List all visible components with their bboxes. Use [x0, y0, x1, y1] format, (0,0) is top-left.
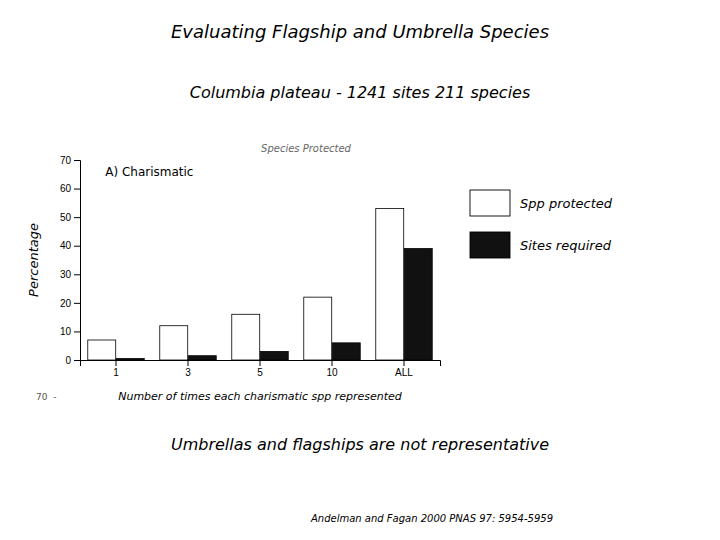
- tick-label: 0: [65, 355, 71, 366]
- tick-label: ALL: [395, 367, 413, 378]
- tick-mark: [404, 360, 405, 366]
- tick-label: 3: [185, 367, 191, 378]
- tick-label: 5: [257, 367, 263, 378]
- bar: [188, 356, 216, 360]
- x-tick: 3: [185, 360, 191, 378]
- y-tick: 10: [60, 326, 80, 337]
- tick-mark: [74, 246, 80, 247]
- bar: [260, 351, 288, 360]
- tick-mark: [74, 160, 80, 161]
- legend-swatch: [470, 190, 510, 216]
- y-tick: 30: [60, 269, 80, 280]
- bar: [116, 359, 144, 360]
- tick-mark: [74, 360, 80, 361]
- y-tick: 50: [60, 212, 80, 223]
- bars: [88, 209, 432, 360]
- legend-label: Spp protected: [520, 196, 613, 211]
- bar: [160, 326, 188, 360]
- tick-label: 50: [60, 212, 72, 223]
- tick-mark: [74, 189, 80, 190]
- tick-mark: [74, 217, 80, 218]
- plot-area: 1 3 5 10 ALL 0 10 20 30 40 50 60 70: [60, 155, 441, 378]
- tick-label: 30: [60, 269, 72, 280]
- x-tick: 10: [326, 360, 338, 378]
- tick-label: 1: [113, 367, 119, 378]
- y-tick: 20: [60, 298, 80, 309]
- tick-label: 20: [60, 298, 72, 309]
- y-tick: 60: [60, 183, 80, 194]
- bar: [376, 209, 404, 360]
- legend-item: Sites required: [470, 232, 612, 258]
- y-axis-title: Percentage: [26, 223, 41, 297]
- bar-series: [88, 209, 404, 360]
- tick-label: 10: [60, 326, 72, 337]
- title: Evaluating Flagship and Umbrella Species: [171, 21, 549, 42]
- tick-mark: [332, 360, 333, 366]
- bar: [232, 314, 260, 360]
- bar: [304, 297, 332, 360]
- x-tick: 5: [257, 360, 263, 378]
- tick-mark: [116, 360, 117, 366]
- tick-mark: [260, 360, 261, 366]
- tick-mark: [74, 331, 80, 332]
- tick-label: 70: [60, 155, 72, 166]
- bar: [332, 343, 360, 360]
- axis-line: [81, 361, 441, 367]
- legend-item: Spp protected: [470, 190, 613, 216]
- tick-mark: [74, 274, 80, 275]
- legend-swatch: [470, 232, 510, 258]
- x-axis: 1 3 5 10 ALL: [81, 360, 441, 378]
- tick-mark: [188, 360, 189, 366]
- y-tick: 0: [65, 355, 80, 366]
- x-tick: 1: [113, 360, 119, 378]
- chart: Evaluating Flagship and Umbrella Species…: [0, 0, 720, 540]
- x-tick: ALL: [395, 360, 413, 378]
- bar: [88, 340, 116, 360]
- bar: [404, 249, 432, 360]
- annotation: A) Charismatic: [105, 165, 193, 179]
- y-axis: 0 10 20 30 40 50 60 70: [60, 155, 81, 366]
- tick-label: 10: [326, 367, 338, 378]
- subtitle: Columbia plateau - 1241 sites 211 specie…: [190, 83, 531, 102]
- annotation: Andelman and Fagan 2000 PNAS 97: 5954-59…: [310, 513, 553, 524]
- tick-label: 60: [60, 183, 72, 194]
- legend: Spp protected Sites required: [470, 190, 613, 258]
- axis-line: [74, 161, 81, 361]
- x-axis-title: Number of times each charismatic spp rep…: [118, 390, 403, 403]
- annotation: 70 -: [36, 392, 56, 402]
- legend-label: Sites required: [520, 238, 612, 253]
- y-tick: 40: [60, 240, 80, 251]
- annotation: Species Protected: [261, 143, 352, 154]
- tick-label: 40: [60, 240, 72, 251]
- bar-series: [116, 249, 432, 360]
- y-tick: 70: [60, 155, 80, 166]
- tick-mark: [74, 303, 80, 304]
- annotation: Umbrellas and flagships are not represen…: [171, 435, 549, 454]
